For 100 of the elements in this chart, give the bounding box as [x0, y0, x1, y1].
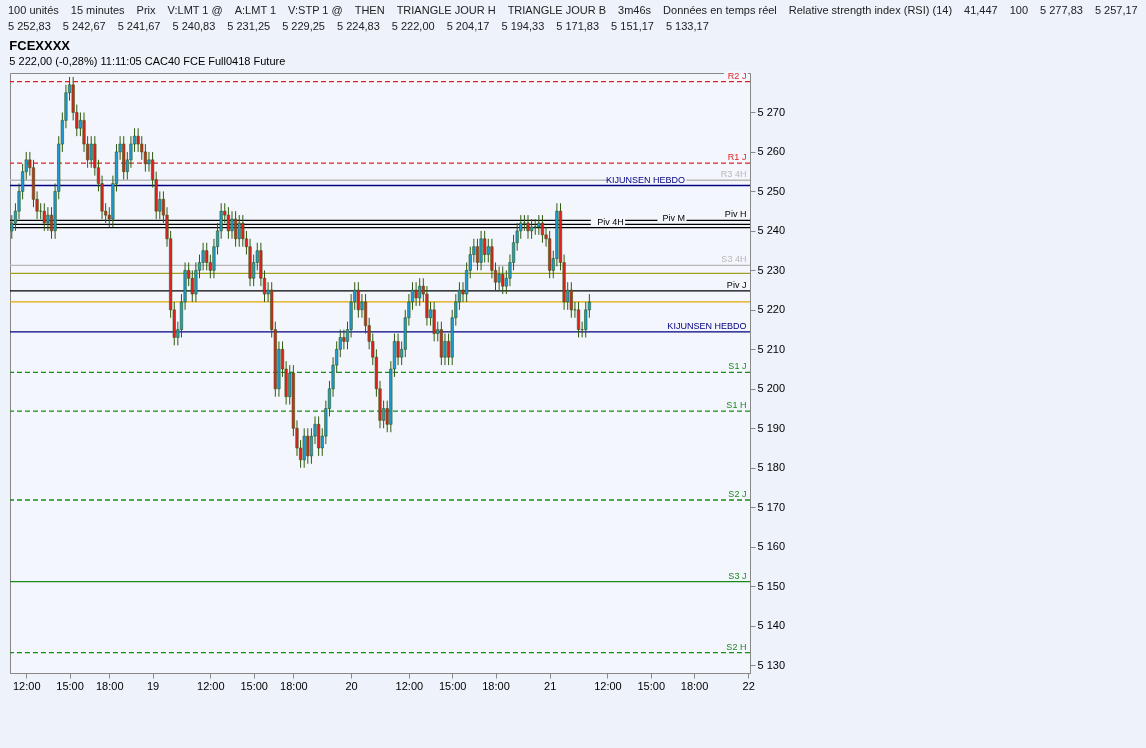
- y-tick-label: 5 260: [757, 145, 786, 158]
- x-tick-label: 18:00: [280, 679, 308, 692]
- y-tick-label: 5 210: [757, 342, 786, 355]
- y-tick-label: 5 190: [757, 421, 786, 434]
- candlestick: [501, 265, 505, 295]
- text: 5 257,17: [1094, 4, 1138, 16]
- candlestick: [302, 427, 306, 469]
- candlestick: [443, 333, 447, 366]
- candlestick: [418, 277, 422, 307]
- text: 5 133,17: [665, 20, 709, 32]
- candlestick: [396, 333, 400, 366]
- text: 5 242,67: [62, 20, 106, 32]
- text: 5 204,17: [446, 20, 490, 32]
- text: V:LMT 1 @: [167, 4, 223, 16]
- y-tick-label: 5 200: [757, 382, 786, 395]
- ref-line-label: S1 H: [726, 400, 747, 411]
- ref-line-label: KIJUNSEN HEBDO: [667, 320, 747, 331]
- y-tick-label: 5 160: [757, 540, 786, 553]
- candlestick: [46, 206, 50, 232]
- text: A:LMT 1: [234, 4, 277, 16]
- x-tick-label: 12:00: [12, 679, 41, 692]
- text: Relative strength index (RSI) (14): [788, 4, 953, 16]
- y-tick-label: 5 220: [757, 303, 786, 316]
- ref-line-label: S3 4H: [721, 254, 747, 265]
- x-tick-label: 18:00: [680, 679, 709, 692]
- x-tick-label: 12:00: [395, 679, 424, 692]
- y-tick-label: 5 250: [757, 184, 786, 197]
- ref-line-label: S1 J: [728, 361, 747, 372]
- candlestick: [89, 135, 93, 169]
- x-tick-label: 12:00: [594, 679, 622, 692]
- candlestick: [537, 214, 541, 236]
- candlestick: [342, 329, 346, 350]
- x-tick-label: 22: [742, 679, 755, 692]
- text: 5 171,83: [556, 20, 600, 32]
- x-tick-label: 18:00: [482, 679, 510, 692]
- x-tick-label: 19: [146, 679, 160, 692]
- y-tick-label: 5 150: [757, 579, 786, 592]
- ref-line-label: R2 J: [727, 70, 747, 81]
- x-tick-label: 18:00: [96, 679, 124, 692]
- x-tick-label: 20: [345, 679, 358, 692]
- text: THEN: [354, 4, 385, 16]
- candlestick: [526, 214, 530, 240]
- candlestick: [226, 206, 230, 240]
- ref-line-label: R3 4H: [720, 169, 747, 180]
- ref-line-label: KIJUNSEN HEBDO: [606, 174, 686, 185]
- candlestick: [432, 301, 436, 342]
- ref-line-label: Piv H: [724, 209, 747, 220]
- candlestick: [356, 281, 360, 319]
- candlestick: [497, 265, 501, 291]
- text: 5 229,25: [282, 20, 325, 32]
- ref-line-label: S2 H: [726, 641, 747, 652]
- text: 3m46s: [618, 4, 652, 16]
- y-tick-label: 5 180: [757, 461, 786, 474]
- text: 5 151,17: [611, 20, 654, 32]
- candlestick: [540, 214, 544, 244]
- candlestick: [414, 281, 418, 307]
- y-tick-label: 5 240: [757, 224, 786, 237]
- y-tick-label: 5 170: [757, 500, 786, 513]
- ref-line-label: Piv M: [662, 213, 686, 224]
- candlestick: [306, 427, 310, 465]
- text: 15 minutes: [70, 4, 125, 16]
- y-tick-label: 5 130: [757, 658, 786, 671]
- y-tick-label: 5 140: [757, 619, 786, 632]
- x-tick-label: 21: [544, 679, 557, 692]
- text: 5 241,67: [117, 20, 161, 32]
- text: 5 194,33: [501, 20, 545, 32]
- text: 5 222,00: [391, 20, 435, 32]
- candlestick: [475, 238, 480, 271]
- x-tick-label: 12:00: [197, 679, 225, 692]
- candlestick: [237, 214, 241, 248]
- x-tick-label: 15:00: [637, 679, 665, 692]
- text: Données en temps réel: [663, 4, 777, 16]
- candlestick: [569, 281, 573, 319]
- text: Prix: [136, 4, 156, 16]
- ref-line-label: R1 J: [727, 152, 747, 163]
- text: V:STP 1 @: [288, 4, 343, 16]
- chart-subtitle: 5 222,00 (-0,28%) 11:11:05 CAC40 FCE Full0418 Future: [9, 54, 286, 67]
- ref-line-label: Piv J: [726, 279, 747, 290]
- y-tick-label: 5 230: [757, 263, 786, 276]
- text: TRIANGLE JOUR H: [396, 4, 496, 16]
- text: 100 unités: [8, 4, 59, 16]
- candlestick: [234, 210, 238, 248]
- candlestick: [576, 301, 581, 338]
- x-tick-label: 15:00: [438, 679, 467, 692]
- candlestick: [39, 202, 43, 220]
- ref-line-label: Piv 4H: [597, 216, 624, 227]
- candlestick: [479, 230, 483, 271]
- text: 41,447: [964, 4, 998, 16]
- candlestick: [483, 230, 487, 263]
- text: TRIANGLE JOUR B: [507, 4, 607, 16]
- text: 5 277,83: [1040, 4, 1083, 16]
- candlestick: [317, 415, 321, 457]
- x-tick-label: 15:00: [240, 679, 268, 692]
- ref-line-label: S3 J: [728, 570, 747, 581]
- chart-title: FCEXXXX: [9, 37, 71, 53]
- text: 100: [1009, 4, 1029, 16]
- text: 5 240,83: [172, 20, 216, 32]
- text: 5 252,83: [8, 20, 51, 32]
- text: 5 224,83: [336, 20, 380, 32]
- ref-line-label: S2 J: [728, 488, 747, 499]
